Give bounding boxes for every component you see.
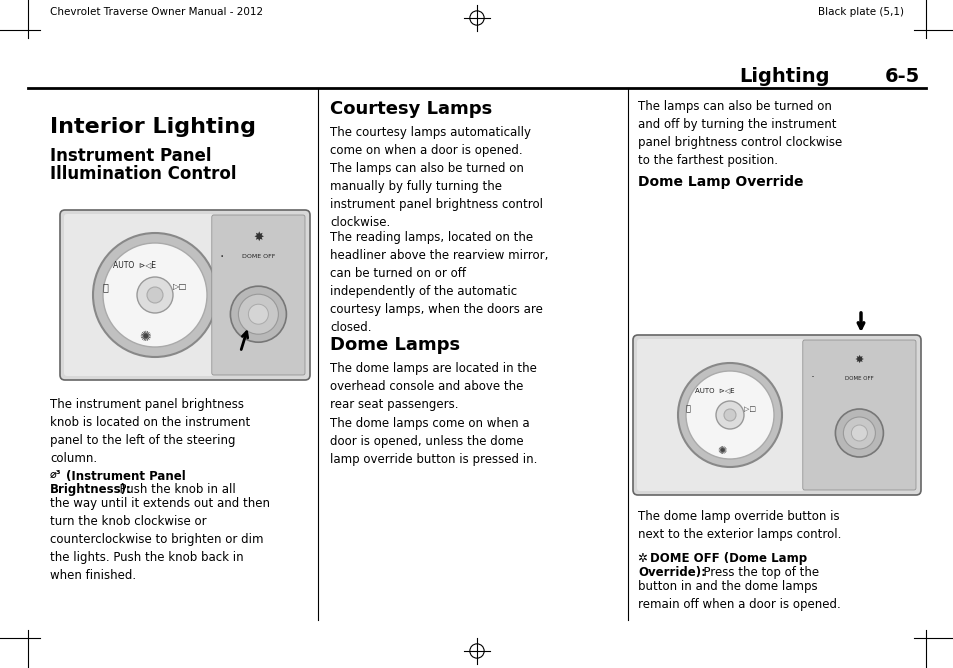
Text: Chevrolet Traverse Owner Manual - 2012: Chevrolet Traverse Owner Manual - 2012 bbox=[50, 7, 263, 17]
Circle shape bbox=[835, 409, 882, 457]
Text: Press the top of the: Press the top of the bbox=[696, 566, 819, 579]
FancyBboxPatch shape bbox=[60, 210, 310, 380]
Circle shape bbox=[723, 409, 735, 421]
Text: ·: · bbox=[219, 250, 224, 264]
Text: ⏻: ⏻ bbox=[102, 282, 108, 292]
Text: Courtesy Lamps: Courtesy Lamps bbox=[330, 100, 492, 118]
Text: The instrument panel brightness
knob is located on the instrument
panel to the l: The instrument panel brightness knob is … bbox=[50, 398, 250, 465]
Text: ✸: ✸ bbox=[253, 230, 263, 244]
Text: The lamps can also be turned on
and off by turning the instrument
panel brightne: The lamps can also be turned on and off … bbox=[638, 100, 841, 167]
Circle shape bbox=[147, 287, 163, 303]
Text: Illumination Control: Illumination Control bbox=[50, 165, 236, 183]
FancyBboxPatch shape bbox=[633, 335, 920, 495]
Text: 6-5: 6-5 bbox=[883, 67, 919, 86]
Text: Black plate (5,1): Black plate (5,1) bbox=[817, 7, 903, 17]
Text: ✺: ✺ bbox=[139, 330, 151, 344]
Text: ✲: ✲ bbox=[638, 552, 651, 565]
Text: The reading lamps, located on the
headliner above the rearview mirror,
can be tu: The reading lamps, located on the headli… bbox=[330, 231, 548, 334]
Text: ✸: ✸ bbox=[854, 355, 863, 365]
Text: The dome lamp override button is
next to the exterior lamps control.: The dome lamp override button is next to… bbox=[638, 510, 841, 541]
Text: Brightness):: Brightness): bbox=[50, 483, 132, 496]
Text: AUTO  ⊳◁E: AUTO ⊳◁E bbox=[113, 261, 156, 269]
Text: The dome lamps come on when a
door is opened, unless the dome
lamp override butt: The dome lamps come on when a door is op… bbox=[330, 417, 537, 466]
Circle shape bbox=[238, 294, 278, 334]
Text: ⌀³: ⌀³ bbox=[50, 470, 62, 480]
Circle shape bbox=[842, 417, 875, 449]
Text: button in and the dome lamps
remain off when a door is opened.: button in and the dome lamps remain off … bbox=[638, 580, 840, 611]
Circle shape bbox=[716, 401, 743, 429]
Circle shape bbox=[103, 243, 207, 347]
Text: AUTO  ⊳◁E: AUTO ⊳◁E bbox=[695, 387, 734, 393]
Circle shape bbox=[92, 233, 216, 357]
Text: DOME OFF: DOME OFF bbox=[844, 375, 873, 381]
Text: The dome lamps are located in the
overhead console and above the
rear seat passe: The dome lamps are located in the overhe… bbox=[330, 362, 537, 411]
Text: Interior Lighting: Interior Lighting bbox=[50, 117, 255, 137]
Text: ▷□: ▷□ bbox=[172, 283, 187, 291]
FancyBboxPatch shape bbox=[802, 340, 915, 490]
Text: (Instrument Panel: (Instrument Panel bbox=[66, 470, 186, 483]
Text: Lighting: Lighting bbox=[739, 67, 829, 86]
Text: DOME OFF: DOME OFF bbox=[241, 255, 274, 259]
Circle shape bbox=[850, 425, 866, 441]
Text: ▷□: ▷□ bbox=[743, 406, 755, 412]
Text: The courtesy lamps automatically
come on when a door is opened.
The lamps can al: The courtesy lamps automatically come on… bbox=[330, 126, 542, 229]
Text: DOME OFF (Dome Lamp: DOME OFF (Dome Lamp bbox=[649, 552, 806, 565]
Circle shape bbox=[137, 277, 172, 313]
Text: Instrument Panel: Instrument Panel bbox=[50, 147, 212, 165]
Text: Push the knob in all: Push the knob in all bbox=[112, 483, 235, 496]
Circle shape bbox=[685, 371, 773, 459]
FancyBboxPatch shape bbox=[212, 215, 305, 375]
Text: Dome Lamp Override: Dome Lamp Override bbox=[638, 175, 802, 189]
Text: ⏻: ⏻ bbox=[685, 405, 690, 413]
FancyBboxPatch shape bbox=[637, 339, 803, 491]
Text: Dome Lamps: Dome Lamps bbox=[330, 336, 459, 354]
Text: ·: · bbox=[810, 371, 814, 385]
FancyBboxPatch shape bbox=[64, 214, 213, 376]
Text: the way until it extends out and then
turn the knob clockwise or
counterclockwis: the way until it extends out and then tu… bbox=[50, 497, 270, 582]
Circle shape bbox=[231, 286, 286, 342]
Text: ✺: ✺ bbox=[717, 446, 726, 456]
Text: Override):: Override): bbox=[638, 566, 705, 579]
Circle shape bbox=[678, 363, 781, 467]
Circle shape bbox=[248, 304, 268, 324]
